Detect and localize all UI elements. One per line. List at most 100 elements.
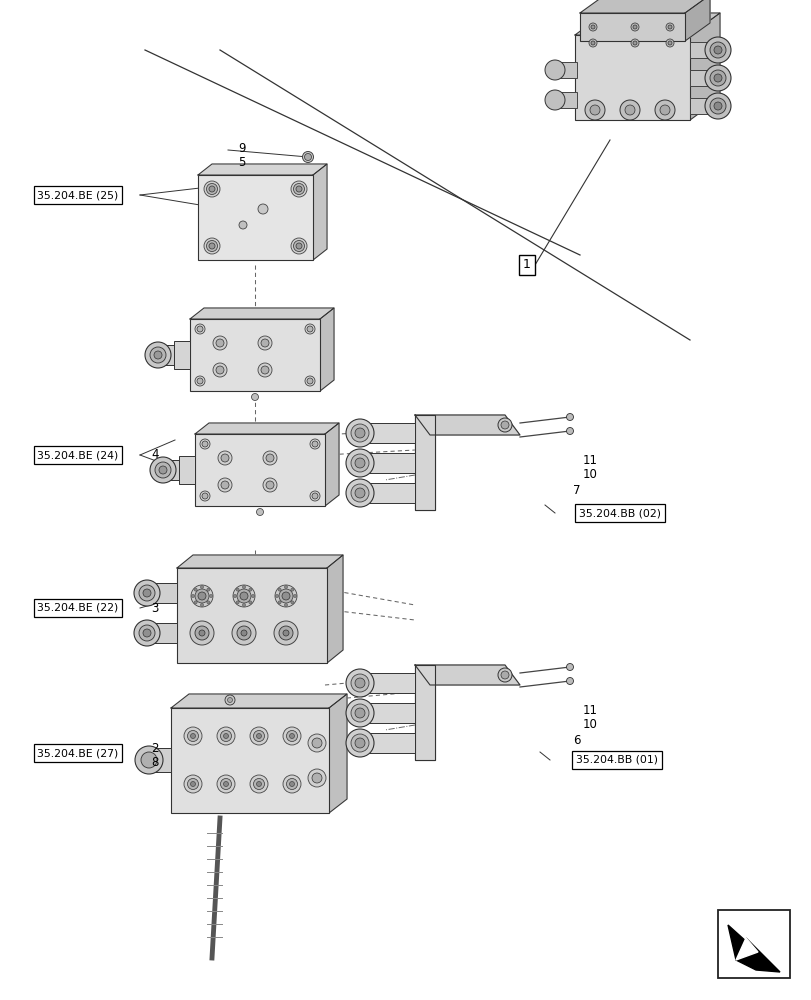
Circle shape — [251, 393, 258, 400]
Circle shape — [141, 752, 157, 768]
Circle shape — [195, 376, 204, 386]
Circle shape — [704, 93, 730, 119]
Circle shape — [154, 351, 162, 359]
Circle shape — [293, 240, 304, 251]
Circle shape — [354, 488, 365, 498]
Polygon shape — [177, 555, 342, 568]
Circle shape — [197, 326, 203, 332]
Polygon shape — [735, 938, 757, 960]
Circle shape — [195, 589, 208, 603]
Bar — [689, 98, 717, 114]
Circle shape — [195, 324, 204, 334]
Text: 1: 1 — [522, 258, 530, 271]
Polygon shape — [414, 665, 519, 685]
Circle shape — [350, 674, 368, 692]
Circle shape — [150, 457, 176, 483]
Circle shape — [566, 678, 573, 684]
Circle shape — [590, 105, 599, 115]
Circle shape — [354, 428, 365, 438]
Bar — [359, 733, 414, 753]
Circle shape — [206, 240, 217, 251]
Circle shape — [134, 620, 160, 646]
Text: 35.204.BE (25): 35.204.BE (25) — [37, 190, 118, 200]
Circle shape — [266, 454, 273, 462]
Circle shape — [544, 60, 564, 80]
Circle shape — [242, 603, 245, 606]
Circle shape — [256, 734, 261, 738]
Circle shape — [350, 704, 368, 722]
Text: 3: 3 — [151, 601, 158, 614]
Polygon shape — [320, 308, 333, 391]
Circle shape — [134, 580, 160, 606]
Circle shape — [305, 324, 315, 334]
Circle shape — [290, 181, 307, 197]
Polygon shape — [324, 423, 338, 506]
Bar — [717, 910, 789, 978]
Circle shape — [191, 782, 195, 786]
Circle shape — [284, 585, 287, 588]
Polygon shape — [171, 694, 346, 708]
Circle shape — [311, 441, 318, 447]
Polygon shape — [579, 0, 709, 13]
Circle shape — [260, 366, 268, 374]
Circle shape — [311, 493, 318, 499]
Text: 11: 11 — [581, 454, 597, 466]
Circle shape — [221, 730, 231, 742]
Circle shape — [198, 592, 206, 600]
Circle shape — [704, 37, 730, 63]
Text: 4: 4 — [151, 448, 159, 462]
Circle shape — [278, 588, 281, 591]
Bar — [158, 345, 190, 365]
Polygon shape — [312, 164, 327, 260]
Circle shape — [307, 734, 325, 752]
Circle shape — [354, 678, 365, 688]
Bar — [359, 483, 414, 503]
Circle shape — [290, 734, 294, 738]
Circle shape — [202, 493, 208, 499]
Circle shape — [212, 363, 227, 377]
Circle shape — [217, 478, 232, 492]
Circle shape — [293, 594, 296, 597]
Circle shape — [232, 621, 255, 645]
Circle shape — [544, 90, 564, 110]
Circle shape — [221, 481, 229, 489]
Circle shape — [248, 601, 251, 604]
Circle shape — [209, 594, 212, 597]
Circle shape — [704, 65, 730, 91]
Circle shape — [345, 449, 374, 477]
Circle shape — [191, 594, 195, 597]
Circle shape — [237, 626, 251, 640]
Text: 10: 10 — [581, 718, 597, 732]
Circle shape — [155, 462, 171, 478]
Circle shape — [253, 730, 264, 742]
Circle shape — [345, 699, 374, 727]
Circle shape — [199, 630, 204, 636]
Circle shape — [566, 664, 573, 670]
Circle shape — [654, 100, 674, 120]
Text: 35.204.BB (02): 35.204.BB (02) — [578, 508, 660, 518]
Circle shape — [256, 782, 261, 786]
Circle shape — [135, 746, 163, 774]
Circle shape — [497, 668, 512, 682]
Circle shape — [286, 778, 297, 790]
Text: 6: 6 — [573, 734, 580, 748]
Circle shape — [307, 378, 312, 384]
Circle shape — [143, 629, 151, 637]
Polygon shape — [414, 665, 435, 760]
Circle shape — [345, 479, 374, 507]
Circle shape — [588, 23, 596, 31]
Circle shape — [208, 186, 215, 192]
Bar — [195, 434, 324, 506]
Circle shape — [217, 775, 234, 793]
Bar — [147, 623, 177, 643]
Circle shape — [354, 708, 365, 718]
Polygon shape — [328, 694, 346, 813]
Bar — [171, 708, 328, 813]
Circle shape — [197, 378, 203, 384]
Circle shape — [709, 70, 725, 86]
Circle shape — [258, 204, 268, 214]
Circle shape — [191, 734, 195, 738]
Circle shape — [290, 782, 294, 786]
Circle shape — [709, 42, 725, 58]
Circle shape — [236, 601, 239, 604]
